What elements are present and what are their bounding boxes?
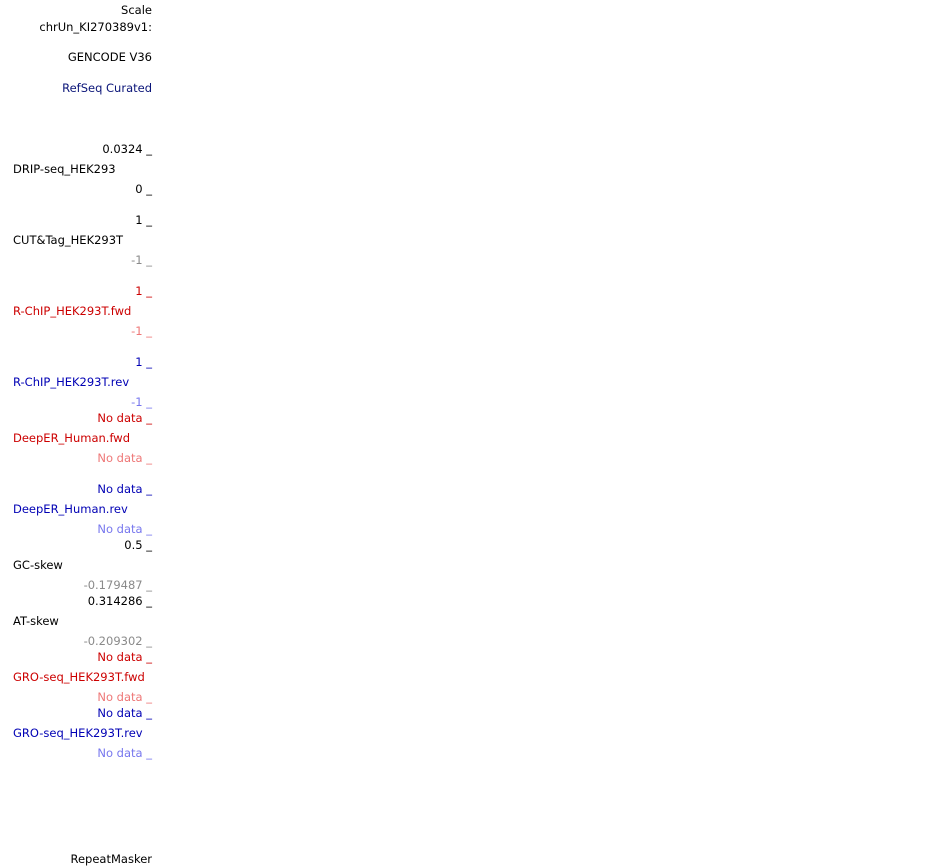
drip-max-value: 0.0324 _ xyxy=(102,142,152,156)
gc-skew-min-value: -0.179487 _ xyxy=(83,578,152,592)
track-label-gro-fwd[interactable]: GRO-seq_HEK293T.fwd xyxy=(13,670,145,684)
gro-fwd-max-value: No data _ xyxy=(97,650,152,664)
track-label-deeper-fwd[interactable]: DeepER_Human.fwd xyxy=(13,431,130,445)
track-label-repeatmasker[interactable]: RepeatMasker xyxy=(70,852,153,866)
deeper-fwd-max-value: No data _ xyxy=(97,411,152,425)
track-label-cuttag[interactable]: CUT&Tag_HEK293T xyxy=(13,233,124,247)
track-label-deeper-rev[interactable]: DeepER_Human.rev xyxy=(13,502,128,516)
gro-rev-min-value: No data _ xyxy=(97,746,152,760)
deeper-rev-min-value: No data _ xyxy=(97,522,152,536)
scale-label[interactable]: Scale xyxy=(121,3,152,17)
track-label-rchip-fwd[interactable]: R-ChIP_HEK293T.fwd xyxy=(13,304,132,318)
track-label-drip-seq[interactable]: DRIP-seq_HEK293 xyxy=(13,162,116,176)
gro-rev-max-value: No data _ xyxy=(97,706,152,720)
track-label-gencode[interactable]: GENCODE V36 xyxy=(67,50,152,64)
gro-fwd-min-value: No data _ xyxy=(97,690,152,704)
at-skew-min-value: -0.209302 _ xyxy=(83,634,152,648)
cuttag-min-value: -1 _ xyxy=(131,253,152,267)
track-label-refseq[interactable]: RefSeq Curated xyxy=(62,81,152,95)
track-label-gro-rev[interactable]: GRO-seq_HEK293T.rev xyxy=(13,726,143,740)
deeper-fwd-min-value: No data _ xyxy=(97,451,152,465)
cuttag-max-value: 1 _ xyxy=(135,213,152,227)
track-label-rchip-rev[interactable]: R-ChIP_HEK293T.rev xyxy=(13,375,130,389)
rchip-rev-min-value: -1 _ xyxy=(131,395,152,409)
rchip-fwd-max-value: 1 _ xyxy=(135,284,152,298)
at-skew-max-value: 0.314286 _ xyxy=(87,594,152,608)
track-label-gc-skew[interactable]: GC-skew xyxy=(13,558,63,572)
rchip-rev-max-value: 1 _ xyxy=(135,355,152,369)
chromosome-label[interactable]: chrUn_KI270389v1: xyxy=(39,20,152,34)
deeper-rev-max-value: No data _ xyxy=(97,482,152,496)
track-label-at-skew[interactable]: AT-skew xyxy=(13,614,59,628)
rchip-fwd-min-value: -1 _ xyxy=(131,324,152,338)
gc-skew-max-value: 0.5 _ xyxy=(124,538,152,552)
drip-min-value: 0 _ xyxy=(135,182,152,196)
